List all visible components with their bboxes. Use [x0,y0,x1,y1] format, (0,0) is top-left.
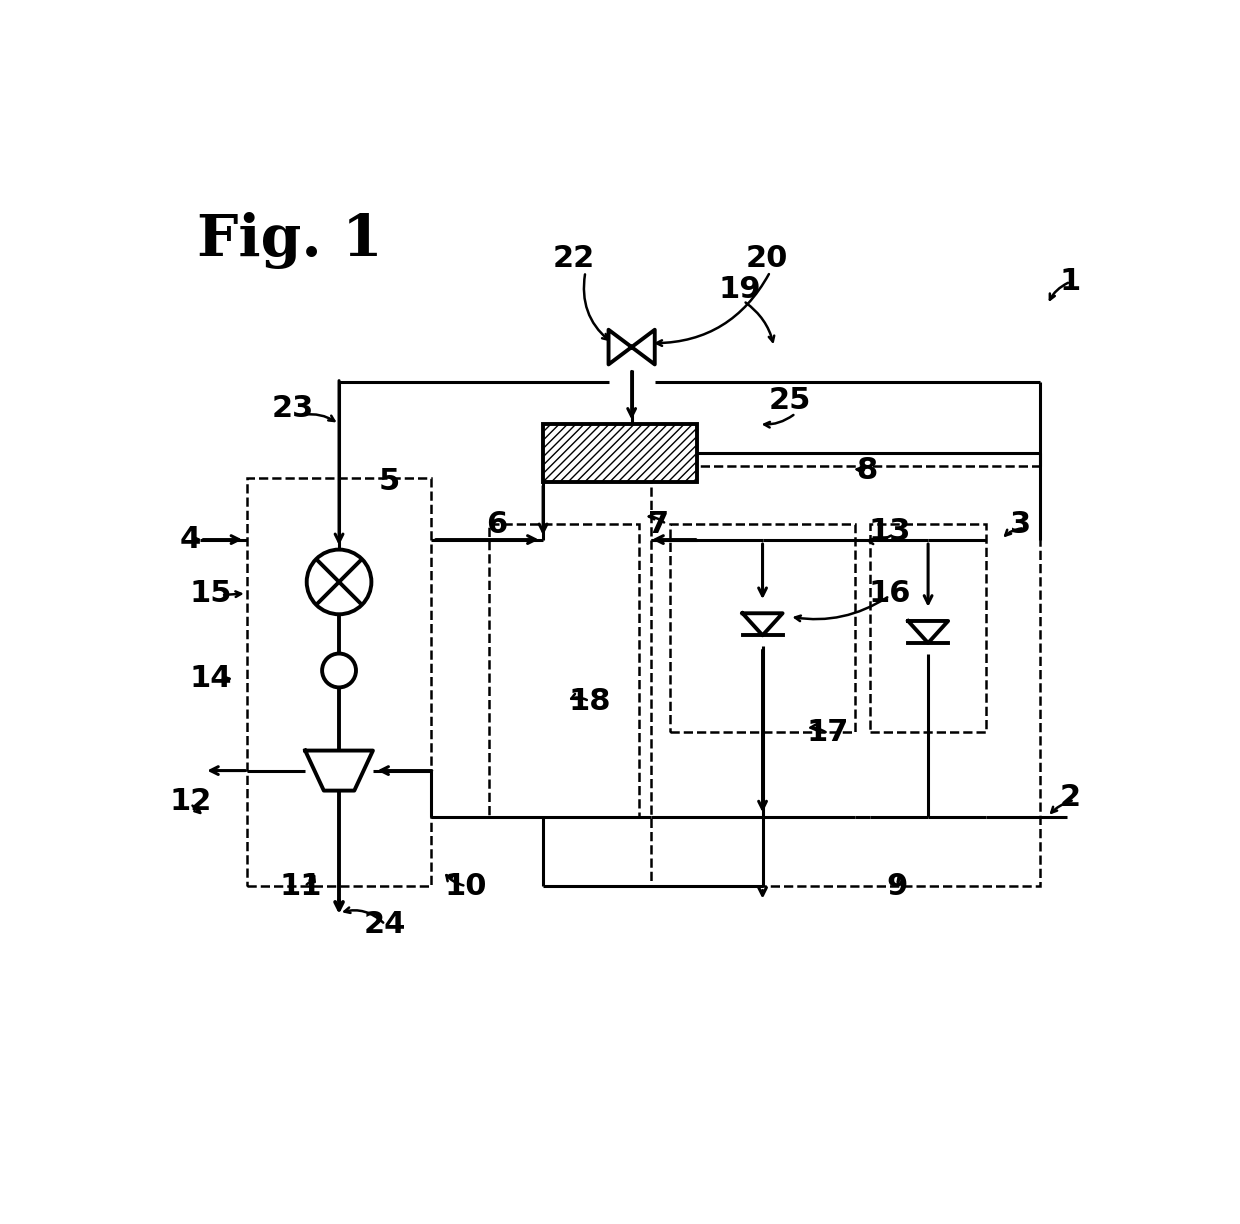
Text: 2: 2 [1060,783,1081,812]
Bar [870,524,986,732]
Text: 18: 18 [568,687,610,716]
Text: 9: 9 [887,871,908,901]
Text: 5: 5 [378,468,399,496]
Text: 14: 14 [190,663,232,693]
Polygon shape [908,621,949,643]
Text: 1: 1 [1060,267,1081,296]
Text: 12: 12 [169,787,212,816]
Text: 16: 16 [868,579,911,608]
Text: 25: 25 [769,387,811,415]
Text: 7: 7 [649,509,670,539]
Text: 6: 6 [486,509,507,539]
Bar [543,424,697,482]
Bar [247,479,432,886]
Text: 8: 8 [856,455,877,485]
Polygon shape [609,329,631,365]
Bar [651,466,1040,886]
Text: Fig. 1: Fig. 1 [197,212,382,269]
Text: 4: 4 [180,525,201,554]
Text: 19: 19 [718,275,761,304]
Circle shape [306,550,372,614]
Text: 3: 3 [1009,509,1032,539]
Polygon shape [305,750,373,791]
Bar [490,524,640,816]
Text: 24: 24 [365,911,407,939]
Text: 17: 17 [807,717,849,747]
Polygon shape [631,329,655,365]
Text: 15: 15 [190,579,232,608]
Polygon shape [743,613,782,635]
Text: 10: 10 [445,871,487,901]
Text: 23: 23 [272,394,314,424]
Text: 22: 22 [553,244,595,273]
Bar [670,524,854,732]
Circle shape [322,654,356,688]
Text: 11: 11 [279,871,322,901]
Text: 20: 20 [745,244,787,273]
Text: 13: 13 [868,518,911,546]
